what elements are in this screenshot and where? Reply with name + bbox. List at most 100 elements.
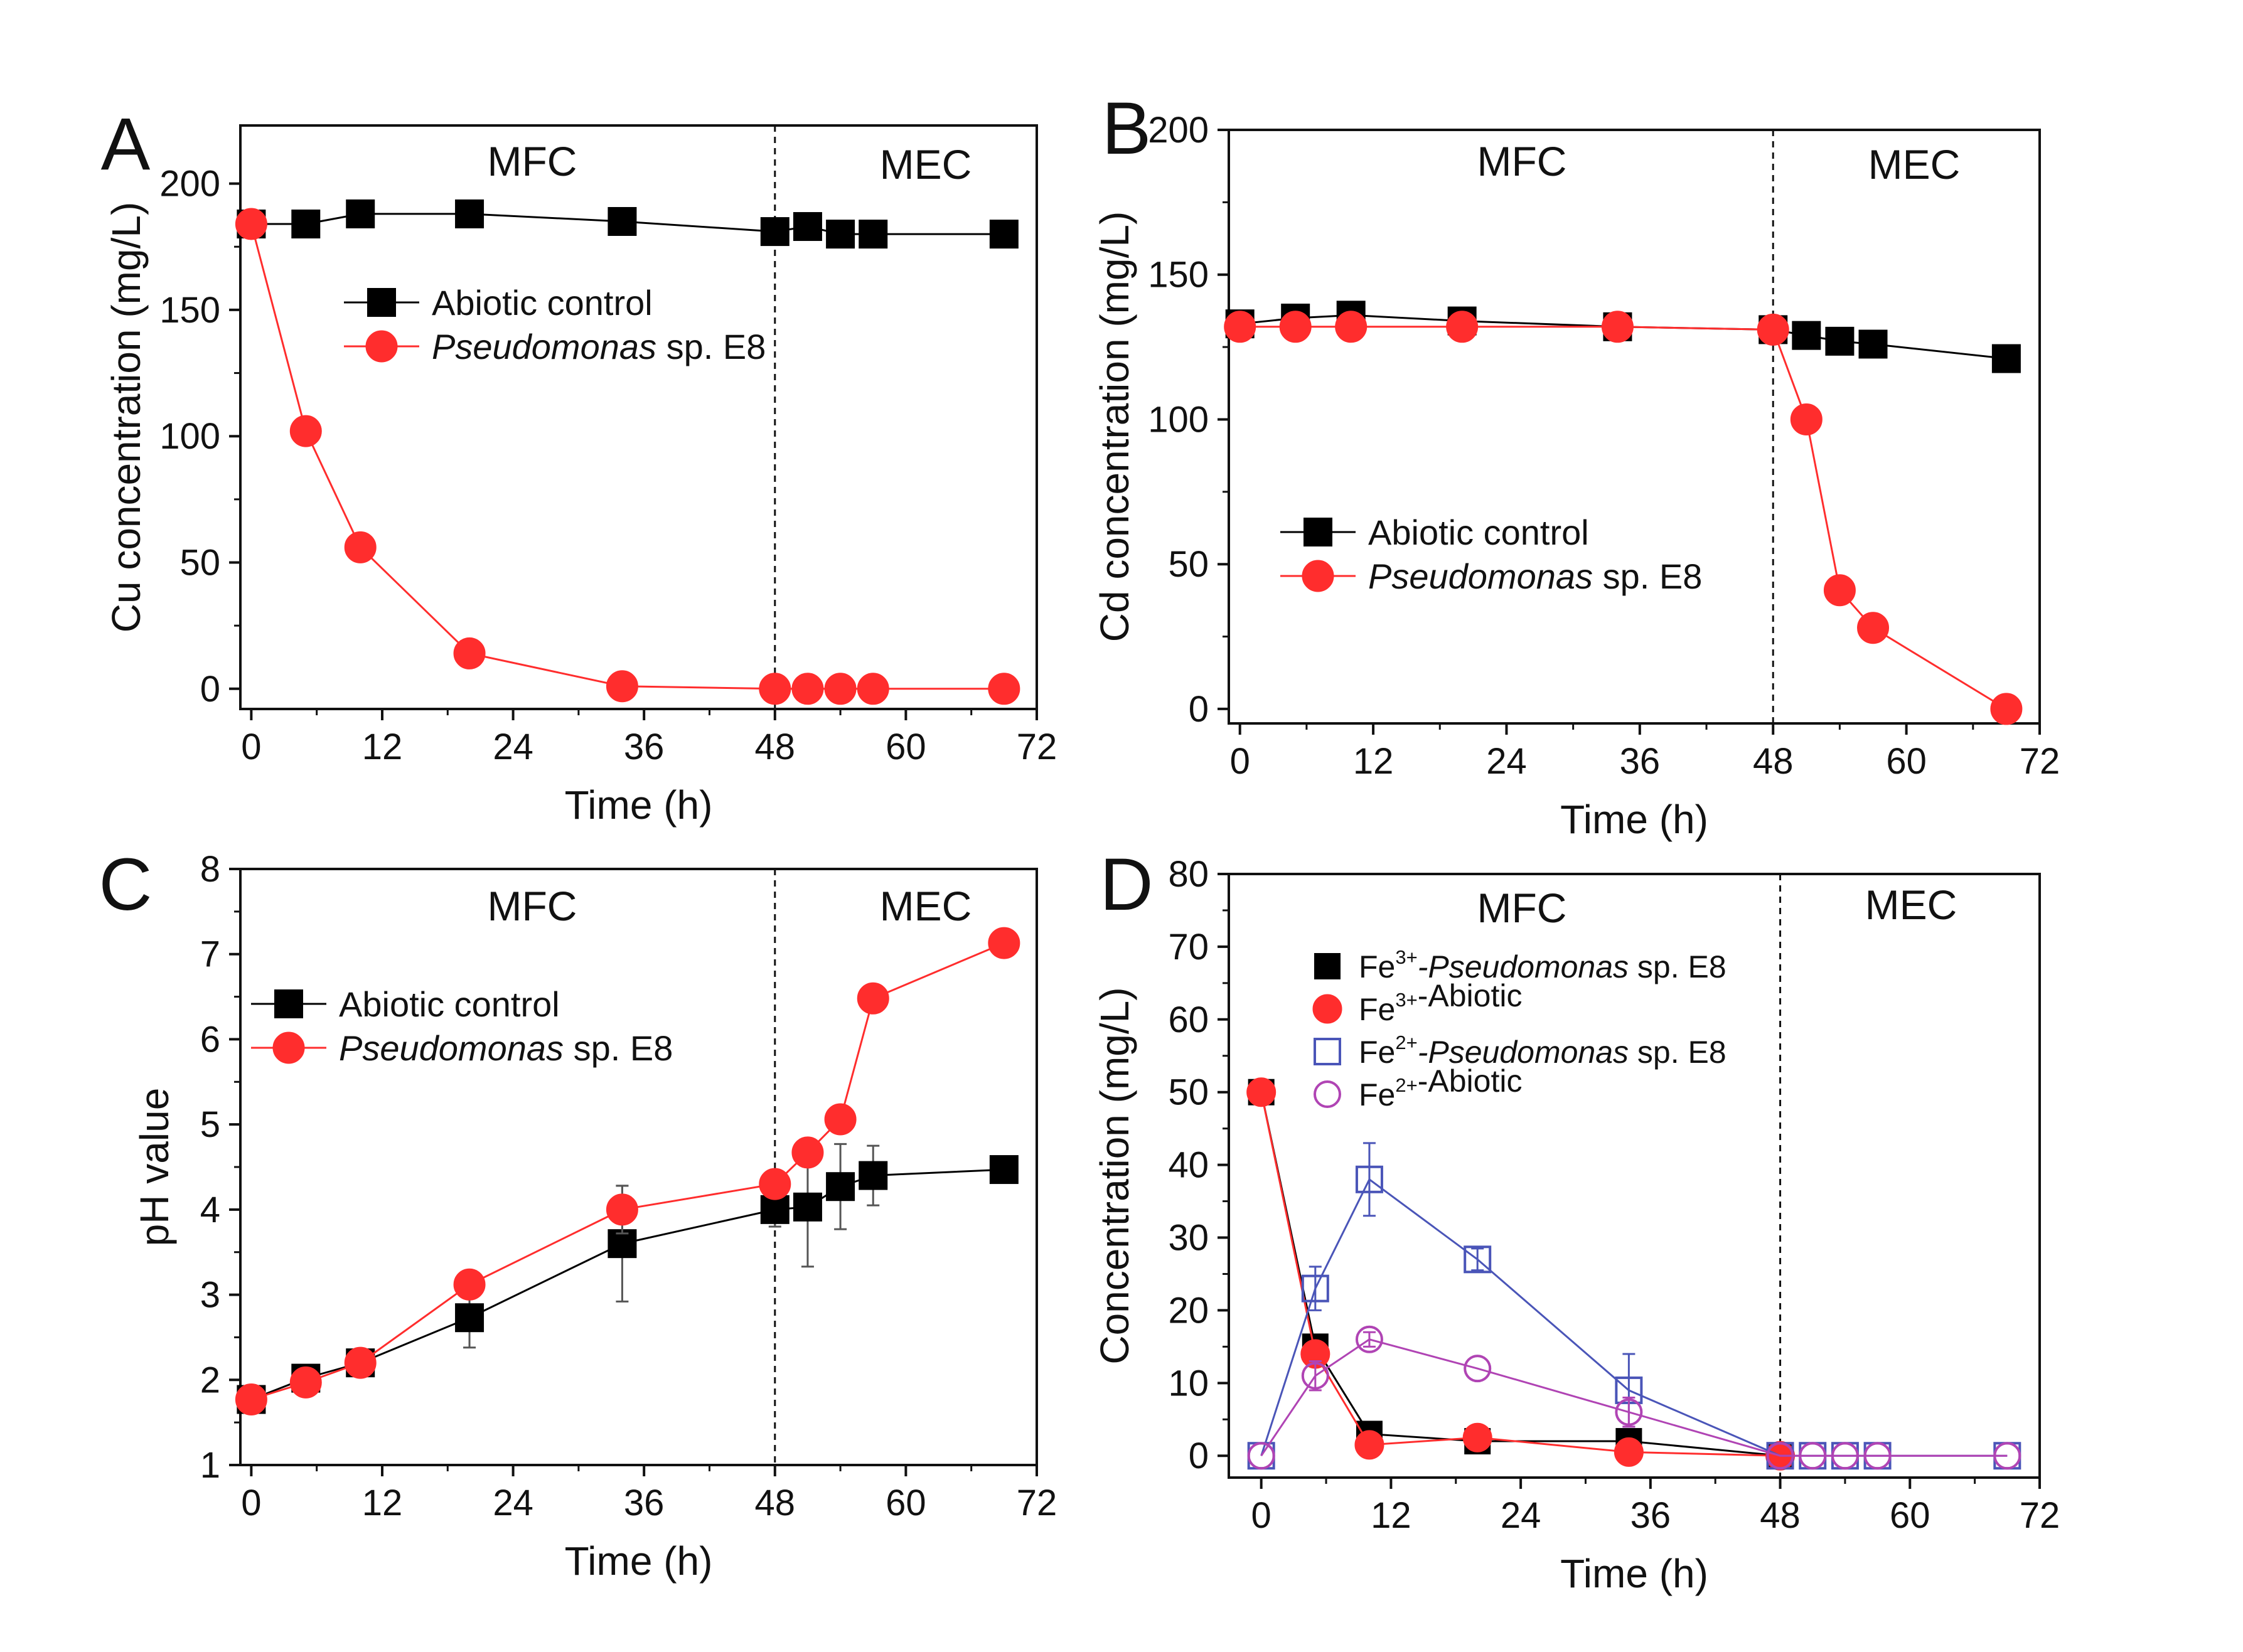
y-tick-label: 4 — [200, 1190, 220, 1230]
y-tick-label: 50 — [1168, 544, 1209, 585]
data-point — [1355, 1165, 1383, 1193]
legend-marker — [1312, 994, 1342, 1024]
data-point — [857, 673, 889, 705]
y-axis-title: Cu concentration (mg/L) — [104, 202, 149, 633]
data-point — [1462, 1422, 1492, 1452]
data-point — [824, 673, 857, 705]
legend-marker — [1314, 1038, 1341, 1065]
panel-letter: A — [101, 103, 151, 186]
x-tick-label: 72 — [1017, 1483, 1057, 1523]
legend: Abiotic control Pseudomonas sp. E8 — [1280, 513, 1702, 596]
data-point — [289, 415, 322, 447]
legend-marker — [1314, 1080, 1341, 1108]
legend-label: Fe3+-Pseudomonas sp. E8 — [1359, 946, 1726, 984]
data-point — [988, 673, 1020, 705]
x-tick-label: 48 — [755, 1483, 796, 1523]
legend-label: Fe2+-Pseudomonas sp. E8 — [1359, 1031, 1726, 1070]
data-point — [1355, 1325, 1383, 1353]
x-tick-label: 60 — [886, 727, 926, 767]
data-point — [1335, 311, 1368, 343]
x-tick-label: 0 — [1251, 1495, 1271, 1536]
data-point — [791, 673, 824, 705]
y-tick-label: 0 — [200, 669, 220, 710]
legend-marker — [1304, 518, 1332, 546]
data-point — [1857, 612, 1890, 644]
data-point — [1792, 321, 1821, 350]
y-tick-label: 50 — [179, 542, 220, 583]
x-tick-label: 12 — [362, 1483, 403, 1523]
panel-b: 0 12 24 36 48 60 72 0 50 100 150 200 Time (h) Cd conc… — [1092, 87, 2060, 842]
legend-marker — [1314, 953, 1341, 979]
legend-label-rest: sp. E8 — [1593, 557, 1702, 596]
series-3 — [1247, 1325, 2021, 1470]
legend-item: Fe3+-Abiotic — [1312, 978, 1522, 1027]
legend-marker — [367, 288, 396, 317]
legend-label-suffix: sp. E8 — [1629, 949, 1726, 984]
data-point — [1757, 313, 1789, 346]
data-point — [1863, 1442, 1892, 1470]
x-tick-label: 0 — [241, 1483, 261, 1523]
x-tick-label: 48 — [755, 727, 796, 767]
series-line — [1239, 326, 2007, 710]
legend-label-italic: Pseudomonas — [432, 327, 656, 366]
legend-marker — [365, 330, 398, 363]
x-tick-label: 24 — [1486, 741, 1527, 782]
series-0 — [237, 199, 1019, 249]
legend-item: Abiotic control — [344, 283, 653, 322]
data-point — [235, 208, 267, 240]
data-point — [1823, 574, 1856, 607]
x-tick-label: 36 — [1620, 741, 1661, 782]
x-tick-label: 24 — [493, 727, 533, 767]
data-point — [988, 927, 1020, 959]
region-label-mfc: MFC — [1477, 138, 1567, 184]
data-point — [1990, 693, 2023, 725]
series-1 — [235, 208, 1020, 705]
legend-label: Abiotic control — [1368, 513, 1589, 552]
y-tick-label: 2 — [200, 1360, 220, 1400]
plot-frame — [239, 124, 1038, 710]
data-point — [1224, 311, 1256, 343]
legend-marker — [1302, 560, 1334, 592]
data-point — [1279, 311, 1312, 343]
y-tick-label: 100 — [159, 416, 220, 457]
data-point — [826, 1172, 855, 1202]
series-1 — [235, 927, 1020, 1415]
y-tick-label: 7 — [200, 934, 220, 975]
data-point — [859, 220, 888, 249]
data-point — [1766, 1442, 1794, 1470]
data-point — [760, 217, 790, 247]
series-line — [251, 213, 1004, 235]
data-point — [760, 1195, 790, 1224]
legend-label: Pseudomonas sp. E8 — [432, 327, 766, 366]
data-point — [608, 206, 637, 236]
data-point — [1790, 403, 1823, 435]
data-point — [826, 220, 855, 249]
y-tick-label: 0 — [1189, 689, 1209, 730]
y-tick-label: 8 — [200, 849, 220, 890]
data-point — [1446, 311, 1479, 343]
legend-label: Abiotic control — [339, 984, 560, 1024]
region-label-mec: MEC — [1868, 141, 1961, 188]
x-tick-label: 36 — [624, 1483, 665, 1523]
data-point — [606, 1193, 638, 1226]
series-1 — [1246, 1077, 1796, 1471]
data-point — [793, 1192, 822, 1222]
legend-label-prefix: Fe — [1359, 1077, 1395, 1112]
legend-item: Abiotic control — [1280, 513, 1589, 552]
y-tick-label: 20 — [1168, 1290, 1209, 1331]
x-tick-label: 24 — [493, 1483, 533, 1523]
data-point — [1615, 1398, 1643, 1426]
legend-item: Pseudomonas sp. E8 — [1280, 557, 1702, 596]
legend-label-suffix: sp. E8 — [1629, 1035, 1726, 1070]
x-tick-label: 72 — [2020, 1495, 2060, 1536]
data-point — [857, 982, 889, 1015]
legend: Abiotic control Pseudomonas sp. E8 — [344, 283, 766, 366]
y-tick-label: 80 — [1168, 854, 1209, 895]
region-label-mfc: MFC — [488, 883, 577, 929]
x-axis-title: Time (h) — [565, 1538, 713, 1584]
data-point — [1831, 1442, 1859, 1470]
data-point — [759, 673, 791, 705]
data-point — [1464, 1355, 1492, 1383]
legend-item: Fe2+-Abiotic — [1314, 1063, 1522, 1112]
y-tick-label: 200 — [159, 164, 220, 205]
